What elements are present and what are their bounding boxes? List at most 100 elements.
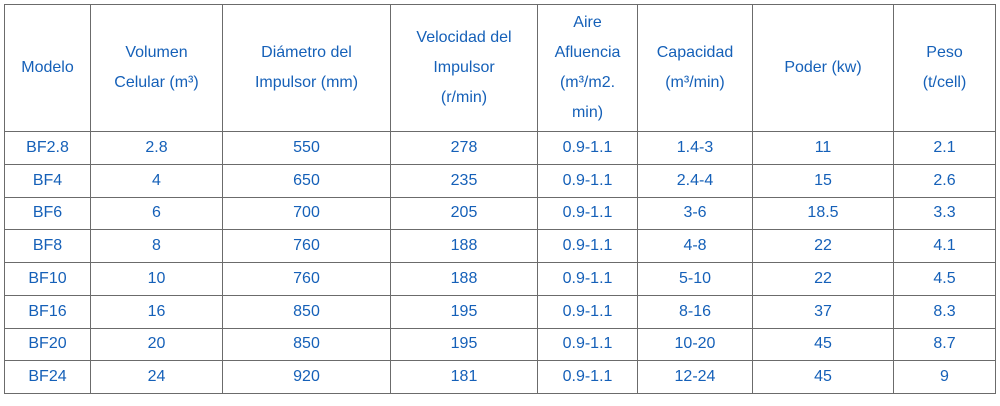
table-cell: 0.9-1.1 [537, 163, 638, 198]
table-cell: 2.8 [90, 131, 223, 165]
header-text: Afluencia [554, 44, 621, 61]
header-text: (m³/m2. [559, 74, 616, 91]
table-cell: 205 [390, 196, 538, 231]
header-cell: Poder (kw) [752, 4, 894, 132]
table-cell: 760 [222, 262, 391, 296]
table-cell: BF2.8 [4, 131, 91, 165]
table-cell: 8.3 [893, 294, 996, 329]
table-cell: 760 [222, 229, 391, 263]
table-cell: 0.9-1.1 [537, 294, 638, 329]
table-cell: 12-24 [637, 360, 753, 394]
table-cell: 235 [390, 163, 538, 198]
header-text: (m³/min) [665, 74, 725, 91]
table-cell: 188 [390, 262, 538, 296]
table-row: BF24 24 920 181 0.9-1.1 12-24 45 9 [4, 360, 996, 394]
header-cell: Modelo [4, 4, 91, 132]
spec-table: Modelo Volumen Celular (m³) Diámetro del Imp… [4, 4, 996, 394]
table-cell: 11 [752, 131, 894, 165]
table-cell: 0.9-1.1 [537, 262, 638, 296]
header-cell: Diámetro del Impulsor (mm) [222, 4, 391, 132]
table-cell: 8-16 [637, 294, 753, 329]
table-cell: 850 [222, 327, 391, 362]
table-row: BF20 20 850 195 0.9-1.1 10-20 45 8.7 [4, 327, 996, 362]
header-text: min) [571, 104, 604, 121]
table-cell: 4.1 [893, 229, 996, 263]
header-text: Celular (m³) [114, 74, 199, 91]
table-cell: 4-8 [637, 229, 753, 263]
table-cell: 2.4-4 [637, 163, 753, 198]
table-cell: 20 [90, 327, 223, 362]
table-cell: 2.1 [893, 131, 996, 165]
table-cell: 0.9-1.1 [537, 229, 638, 263]
table-cell: 181 [390, 360, 538, 394]
table-cell: 45 [752, 327, 894, 362]
header-text: Diámetro del [261, 44, 352, 61]
table-cell: 2.6 [893, 163, 996, 198]
table-header: Modelo Volumen Celular (m³) Diámetro del Imp… [4, 4, 996, 132]
table-cell: 920 [222, 360, 391, 394]
table-cell: 18.5 [752, 196, 894, 231]
table-cell: 195 [390, 327, 538, 362]
header-text: Peso [926, 44, 963, 61]
table-cell: 278 [390, 131, 538, 165]
table-cell: BF16 [4, 294, 91, 329]
header-row: Modelo Volumen Celular (m³) Diámetro del Imp… [4, 4, 996, 132]
header-text: Poder (kw) [784, 59, 862, 76]
table-cell: 22 [752, 229, 894, 263]
table-cell: 700 [222, 196, 391, 231]
table-cell: BF24 [4, 360, 91, 394]
header-cell: Velocidad del Impulsor (r/min) [390, 4, 538, 132]
table-cell: 550 [222, 131, 391, 165]
header-cell: Capacidad (m³/min) [637, 4, 753, 132]
table-cell: 8 [90, 229, 223, 263]
table-cell: 10-20 [637, 327, 753, 362]
table-container: Modelo Volumen Celular (m³) Diámetro del Imp… [4, 4, 996, 394]
table-cell: 1.4-3 [637, 131, 753, 165]
table-cell: 0.9-1.1 [537, 327, 638, 362]
table-cell: BF8 [4, 229, 91, 263]
header-text: (r/min) [440, 89, 488, 106]
header-text: Aire [573, 14, 602, 31]
table-cell: 5-10 [637, 262, 753, 296]
table-row: BF2.8 2.8 550 278 0.9-1.1 1.4-3 11 2.1 [4, 131, 996, 165]
table-body: BF2.8 2.8 550 278 0.9-1.1 1.4-3 11 2.1 BF4 4 650 23… [4, 131, 996, 394]
table-cell: 15 [752, 163, 894, 198]
header-text: Impulsor (mm) [254, 74, 359, 91]
table-cell: 8.7 [893, 327, 996, 362]
table-row: BF10 10 760 188 0.9-1.1 5-10 22 4.5 [4, 262, 996, 296]
table-cell: BF20 [4, 327, 91, 362]
table-cell: 650 [222, 163, 391, 198]
table-row: BF8 8 760 188 0.9-1.1 4-8 22 4.1 [4, 229, 996, 263]
table-cell: 37 [752, 294, 894, 329]
header-text: Modelo [21, 59, 74, 76]
table-cell: 45 [752, 360, 894, 394]
header-text: Capacidad [656, 44, 734, 61]
table-cell: 0.9-1.1 [537, 360, 638, 394]
header-cell: Volumen Celular (m³) [90, 4, 223, 132]
table-cell: 24 [90, 360, 223, 394]
table-cell: 850 [222, 294, 391, 329]
table-row: BF16 16 850 195 0.9-1.1 8-16 37 8.3 [4, 294, 996, 329]
table-cell: 3-6 [637, 196, 753, 231]
table-row: BF6 6 700 205 0.9-1.1 3-6 18.5 3.3 [4, 196, 996, 231]
header-text: Volumen [125, 44, 188, 61]
table-cell: 0.9-1.1 [537, 196, 638, 231]
table-cell: 0.9-1.1 [537, 131, 638, 165]
table-cell: 9 [893, 360, 996, 394]
header-cell: Aire Afluencia (m³/m2. min) [537, 4, 638, 132]
table-cell: 6 [90, 196, 223, 231]
table-cell: BF6 [4, 196, 91, 231]
header-cell: Peso (t/cell) [893, 4, 996, 132]
header-text: (t/cell) [922, 74, 967, 91]
table-cell: 188 [390, 229, 538, 263]
header-text: Velocidad del [416, 29, 512, 46]
table-cell: 3.3 [893, 196, 996, 231]
table-cell: 22 [752, 262, 894, 296]
table-cell: BF10 [4, 262, 91, 296]
table-cell: BF4 [4, 163, 91, 198]
table-cell: 4 [90, 163, 223, 198]
table-cell: 16 [90, 294, 223, 329]
table-cell: 4.5 [893, 262, 996, 296]
table-cell: 195 [390, 294, 538, 329]
table-cell: 10 [90, 262, 223, 296]
